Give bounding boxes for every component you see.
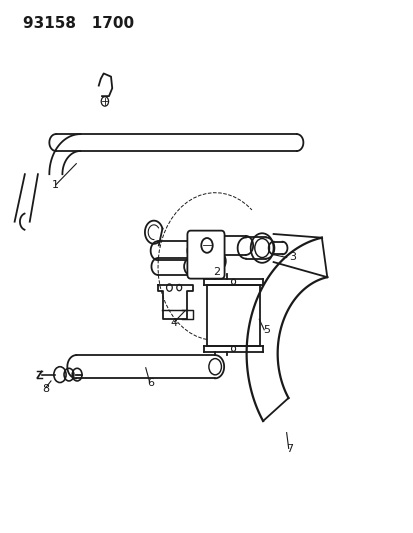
Text: 2: 2: [213, 268, 220, 278]
Text: 1: 1: [52, 181, 59, 190]
Text: 3: 3: [288, 252, 295, 262]
Text: 7: 7: [285, 444, 292, 454]
Text: 93158   1700: 93158 1700: [23, 16, 134, 31]
FancyBboxPatch shape: [187, 231, 224, 279]
Text: 5: 5: [263, 326, 270, 335]
Text: 6: 6: [147, 378, 154, 388]
Text: 8: 8: [42, 384, 50, 393]
Text: 4: 4: [170, 318, 177, 328]
Bar: [206, 285, 259, 345]
